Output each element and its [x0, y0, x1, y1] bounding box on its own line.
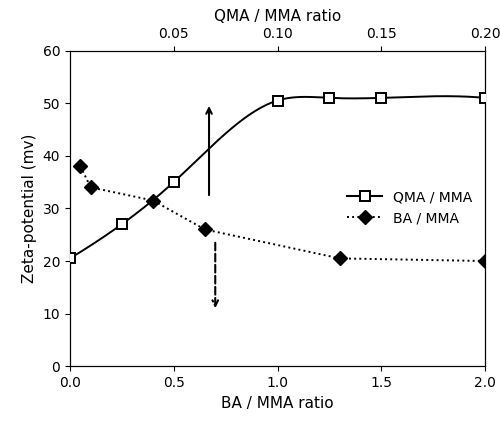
- Y-axis label: Zeta-potential (mv): Zeta-potential (mv): [22, 134, 37, 283]
- X-axis label: BA / MMA ratio: BA / MMA ratio: [221, 396, 334, 410]
- X-axis label: QMA / MMA ratio: QMA / MMA ratio: [214, 9, 341, 24]
- Legend: QMA / MMA, BA / MMA: QMA / MMA, BA / MMA: [342, 185, 478, 232]
